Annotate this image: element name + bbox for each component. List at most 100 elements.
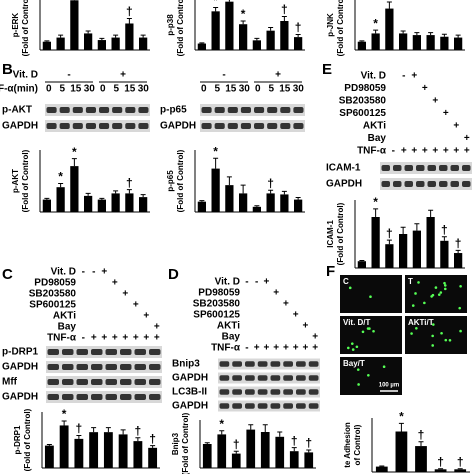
- bar: [415, 446, 427, 472]
- error-bar: [219, 430, 225, 435]
- treatment-label: PD98059: [344, 83, 386, 94]
- blot-band: [62, 349, 74, 355]
- error-bar: [85, 30, 91, 34]
- treatment-cell: +: [91, 333, 97, 344]
- treatment-cell: +: [154, 322, 160, 333]
- treatment-cell: +: [302, 321, 308, 332]
- blot-band: [149, 379, 161, 385]
- bar: [125, 23, 134, 50]
- treatment-cell: +: [411, 146, 417, 157]
- treatment-cell: 30: [293, 84, 305, 95]
- y-axis-label: ICAM-1: [326, 220, 335, 248]
- bar: [252, 40, 261, 50]
- bar: [44, 445, 54, 468]
- cell-dot: [444, 338, 448, 342]
- treatment-cell: -: [255, 277, 258, 288]
- significance-mark: †: [437, 455, 444, 469]
- bar: [260, 432, 270, 468]
- blot-band: [232, 403, 242, 409]
- error-bar: [254, 37, 260, 41]
- blot-band: [138, 107, 149, 113]
- significance-mark: *: [241, 7, 246, 21]
- y-axis-label: p-ERK: [11, 13, 20, 38]
- treatment-label: TNF-α: [357, 146, 387, 157]
- cell-dot: [430, 295, 433, 298]
- cell-dot: [431, 334, 434, 338]
- treatment-cell: +: [302, 343, 308, 354]
- bar: [395, 431, 408, 472]
- y-axis-label: (Fold of Control): [336, 202, 345, 265]
- blot-band: [72, 123, 83, 129]
- bar: [399, 234, 408, 268]
- blot-band: [91, 379, 103, 385]
- error-bar: [281, 15, 287, 21]
- cell-dot: [437, 293, 441, 296]
- error-bar: [373, 208, 379, 217]
- bar: [375, 466, 388, 472]
- significance-mark: *: [58, 170, 63, 184]
- blot-label: ICAM-1: [326, 163, 361, 174]
- error-bar: [400, 226, 406, 234]
- blot-band: [105, 379, 117, 385]
- treatment-cell: 0: [201, 84, 207, 95]
- cell-dot: [423, 301, 426, 305]
- blot-band: [416, 165, 425, 171]
- bar: [84, 33, 93, 50]
- blot-band: [257, 361, 268, 367]
- blot-band: [293, 107, 304, 113]
- blot-band: [232, 375, 242, 381]
- error-bar: [295, 34, 301, 38]
- blot-band: [296, 403, 306, 409]
- bar: [139, 37, 148, 50]
- cell-dot: [355, 345, 359, 349]
- cell-dot: [439, 291, 443, 294]
- blot-band: [283, 375, 293, 381]
- treatment-cell: +: [143, 311, 149, 322]
- y-axis-label: p-p65: [166, 170, 175, 192]
- blot-band: [462, 165, 471, 171]
- y-axis-label: (Fold of Control): [336, 0, 345, 56]
- treatment-cell: 30: [239, 84, 251, 95]
- blot-label: GAPDH: [2, 392, 38, 403]
- treatment-cell: 0: [100, 84, 106, 95]
- error-bar: [91, 427, 97, 433]
- blot-band: [293, 123, 304, 129]
- y-axis-label: p-AKT: [11, 169, 20, 193]
- error-bar: [85, 192, 91, 196]
- treatment-cell: +: [112, 333, 118, 344]
- blot-label: GAPDH: [326, 179, 362, 190]
- blot-band: [85, 107, 96, 113]
- bar: [84, 195, 93, 212]
- error-bar: [199, 42, 205, 44]
- blot-band: [270, 375, 281, 381]
- treatment-cell: 30: [138, 84, 150, 95]
- cell-dot: [440, 331, 443, 335]
- bar: [371, 33, 380, 50]
- error-bar: [281, 190, 287, 195]
- blot-band: [85, 123, 96, 129]
- treatment-label: AKTi: [363, 121, 386, 132]
- y-axis-label: of Control): [353, 424, 362, 465]
- bar: [304, 452, 314, 468]
- cell-dot: [415, 326, 418, 330]
- panel-letter: F: [326, 263, 335, 280]
- error-bar: [441, 236, 447, 241]
- blot-band: [99, 107, 110, 113]
- treatment-label: SP600125: [29, 300, 76, 311]
- treatment-label: SB203580: [339, 96, 387, 107]
- blot-band: [240, 123, 251, 129]
- blot-band: [283, 389, 293, 395]
- blot-band: [257, 389, 268, 395]
- error-bar: [46, 443, 52, 446]
- bar: [225, 185, 234, 212]
- treatment-cell: -: [392, 146, 395, 157]
- blot-band: [280, 123, 291, 129]
- y-axis-label: (Fold of Control): [23, 408, 32, 471]
- cell-dot: [411, 304, 415, 307]
- blot-band: [245, 375, 255, 381]
- error-bar: [71, 158, 77, 167]
- error-bar: [140, 34, 146, 38]
- blot-label: GAPDH: [172, 373, 208, 384]
- treatment-label: AKTi: [53, 311, 76, 322]
- treatment-cell: -: [245, 277, 248, 288]
